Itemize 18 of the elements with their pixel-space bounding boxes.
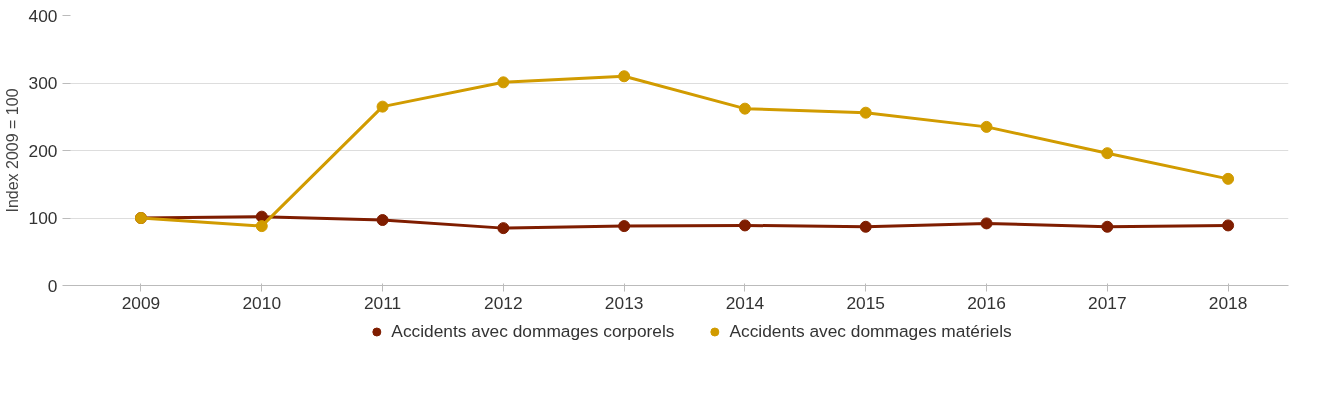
legend-label: Accidents avec dommages matériels	[729, 320, 1012, 342]
y-tick-label: 100	[28, 208, 58, 228]
y-axis-title: Index 2009 = 100	[3, 88, 21, 213]
y-tick-label: 0	[47, 275, 58, 296]
y-tick-label: 400	[28, 5, 58, 26]
x-tick-label: 2016	[967, 292, 1006, 313]
x-tick-label: 2013	[604, 292, 644, 313]
x-tick-label: 2010	[242, 292, 282, 313]
x-tick-label: 2009	[121, 292, 161, 313]
x-tick-label: 2018	[1208, 292, 1248, 313]
legend-label: Accidents avec dommages corporels	[391, 320, 675, 342]
x-tick-label: 2015	[846, 292, 886, 313]
y-tick-label: 200	[28, 140, 58, 161]
x-tick-label: 2012	[484, 292, 523, 313]
y-tick-label: 300	[28, 73, 58, 93]
x-tick-label: 2014	[725, 292, 765, 313]
x-tick-label: 2017	[1088, 292, 1127, 313]
x-tick-label: 2011	[363, 292, 402, 313]
